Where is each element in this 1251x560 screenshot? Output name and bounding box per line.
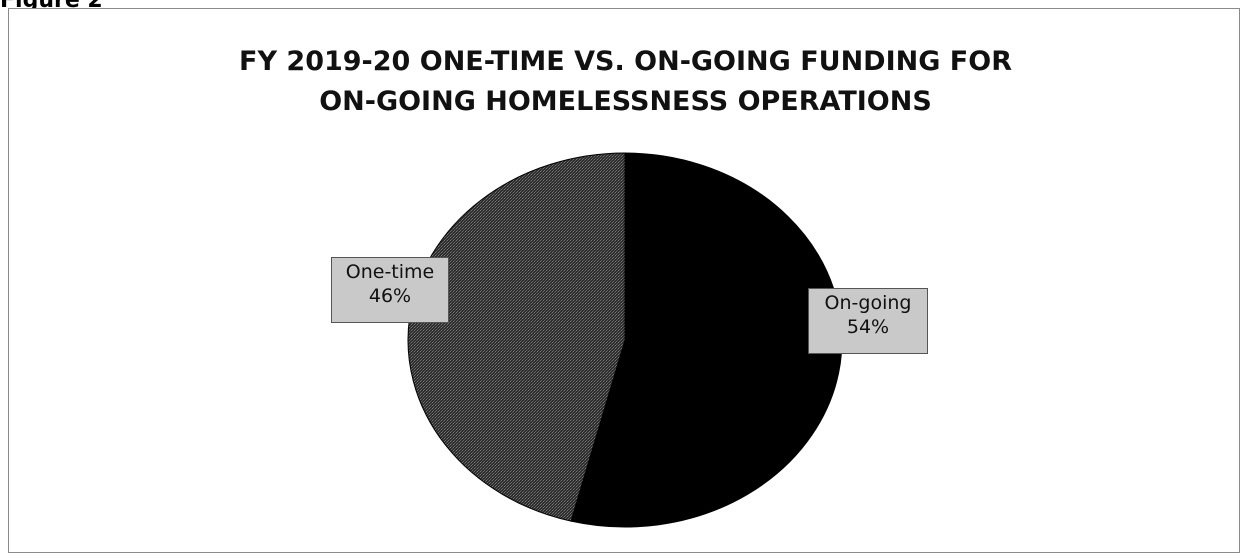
data-label-on-going-value: 54% [846, 316, 890, 338]
data-label-on-going: On-going 54% [808, 288, 928, 354]
chart-title: FY 2019-20 ONE-TIME VS. ON-GOING FUNDING… [0, 42, 1251, 122]
pie-slice-on-going [570, 152, 843, 528]
chart-title-line-1: FY 2019-20 ONE-TIME VS. ON-GOING FUNDING… [239, 46, 1012, 77]
data-label-one-time-value: 46% [368, 285, 412, 307]
data-label-one-time: One-time 46% [331, 257, 449, 323]
chart-title-line-2: ON-GOING HOMELESSNESS OPERATIONS [319, 86, 932, 117]
data-label-one-time-category: One-time [345, 261, 435, 283]
data-label-on-going-category: On-going [824, 292, 912, 314]
